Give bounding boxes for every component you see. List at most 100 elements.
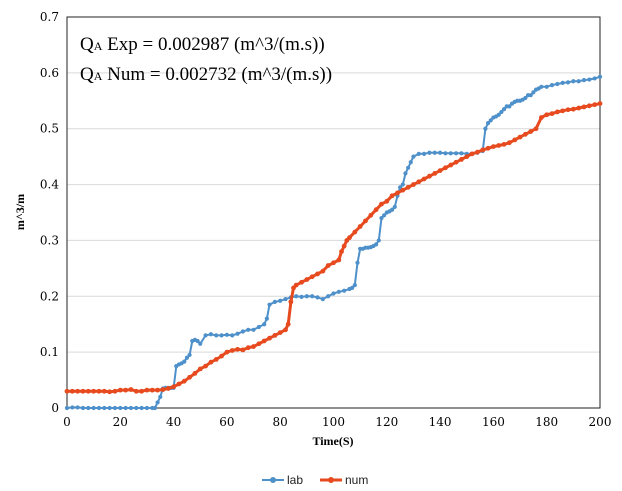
data-point-num (176, 381, 182, 387)
data-point-lab (483, 126, 488, 131)
data-point-lab (184, 355, 190, 360)
data-point-lab (134, 405, 139, 411)
data-point-num (261, 338, 267, 344)
data-point-lab (310, 294, 315, 299)
data-point-num (192, 370, 198, 376)
data-point-lab (555, 81, 560, 87)
data-point-num (256, 341, 262, 347)
data-point-lab (158, 394, 163, 399)
data-point-lab (448, 151, 453, 156)
data-point-num (576, 105, 582, 111)
x-tick-label: 160 (482, 415, 505, 429)
data-point-lab (315, 295, 320, 300)
data-point-lab (597, 74, 603, 79)
data-point-num (331, 260, 336, 266)
data-point-num (80, 388, 86, 394)
data-point-lab (264, 316, 269, 321)
legend-item-num: num (320, 473, 368, 487)
x-tick-label: 140 (429, 415, 452, 429)
axes: 0 0.1 0.2 0.3 0.4 0.5 0.6 0.7 0 20 40 60 80 100 120 140… (40, 10, 612, 429)
data-point-num (304, 277, 310, 282)
data-point-lab (246, 327, 251, 332)
data-point-lab (139, 405, 144, 411)
data-point-num (554, 109, 560, 115)
data-point-lab (123, 405, 128, 411)
data-point-num (285, 321, 291, 327)
data-point-num (277, 330, 283, 335)
data-point-lab (219, 333, 224, 338)
data-point-num (437, 168, 443, 174)
data-point-lab (501, 107, 507, 112)
data-point-lab (587, 77, 592, 82)
data-point-lab (155, 400, 160, 405)
data-point-lab (507, 104, 512, 109)
data-point-num (522, 131, 528, 137)
data-point-num (347, 235, 352, 241)
data-point-lab (374, 242, 379, 247)
data-point-lab (549, 83, 555, 88)
data-point-num (208, 359, 214, 365)
data-point-num (379, 201, 384, 207)
x-tick-label: 0 (63, 415, 71, 429)
data-point-lab (352, 283, 357, 288)
data-point-num (501, 141, 507, 147)
data-point-lab (453, 151, 459, 156)
data-point-num (101, 388, 107, 394)
data-point-num (448, 162, 454, 168)
data-point-num (421, 176, 427, 182)
data-point-lab (571, 79, 576, 84)
y-tick-label: 0.7 (40, 10, 59, 24)
data-point-lab (187, 352, 192, 358)
data-point-num (496, 143, 502, 148)
x-tick-label: 80 (273, 415, 288, 429)
data-point-num (336, 257, 342, 263)
data-point-num (155, 387, 161, 393)
data-point-num (339, 249, 344, 255)
data-point-lab (382, 213, 387, 218)
data-point-num (123, 387, 129, 393)
data-point-num (469, 151, 475, 157)
series-num (64, 101, 603, 395)
data-point-num (128, 387, 134, 392)
y-axis-title: m^3/m (13, 194, 27, 230)
data-point-num (528, 129, 534, 134)
data-point-num (288, 299, 294, 305)
x-tick-label: 20 (113, 415, 128, 429)
data-point-num (443, 165, 448, 171)
data-point-num (411, 182, 416, 187)
data-point-lab (560, 80, 565, 86)
data-point-lab (416, 151, 421, 156)
data-point-lab (408, 160, 413, 165)
data-point-lab (182, 359, 187, 364)
data-point-num (133, 388, 139, 394)
data-point-num (368, 212, 374, 218)
data-point-num (538, 115, 544, 120)
y-tick-label: 0 (51, 401, 59, 415)
data-point-lab (235, 331, 240, 336)
data-point-lab (379, 215, 384, 221)
data-point-num (165, 386, 171, 391)
data-point-lab (208, 332, 214, 337)
data-point-lab (64, 405, 70, 411)
data-point-num (96, 388, 102, 394)
data-point-num (219, 353, 224, 359)
data-point-num (459, 157, 464, 162)
x-axis-title: Time(S) (312, 434, 353, 448)
data-point-num (272, 332, 278, 338)
data-point-lab (224, 332, 229, 337)
data-point-num (373, 207, 379, 213)
data-point-lab (91, 405, 96, 411)
data-point-num (64, 388, 70, 394)
data-point-lab (350, 285, 355, 291)
data-point-num (245, 345, 251, 351)
data-point-lab (80, 405, 86, 411)
data-point-lab (262, 322, 267, 327)
data-point-lab (485, 121, 491, 126)
data-point-lab (144, 405, 150, 411)
data-point-lab (392, 204, 397, 210)
data-point-num (427, 173, 432, 179)
data-point-num (181, 378, 187, 384)
legend-swatch-marker (328, 477, 334, 483)
data-point-num (341, 243, 347, 249)
